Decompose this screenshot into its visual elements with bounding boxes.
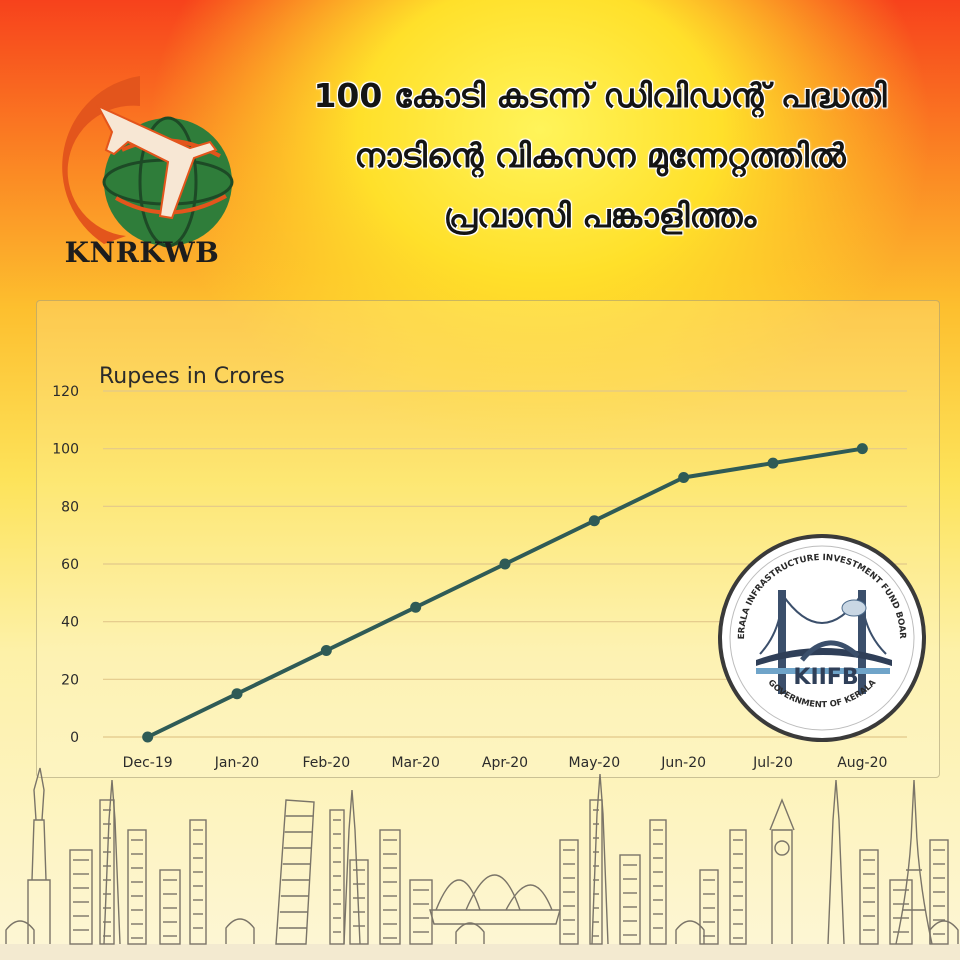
kiifb-name: KIIFB: [793, 665, 858, 690]
data-point-Mar-20: [410, 601, 422, 613]
data-point-Apr-20: [499, 558, 511, 570]
x-tick-label-Aug-20: Aug-20: [837, 755, 887, 771]
x-tick-label-Jan-20: Jan-20: [214, 755, 259, 771]
airplane-icon: [95, 103, 218, 220]
logo-text: KNRKWB: [64, 236, 220, 269]
data-point-Aug-20: [856, 443, 868, 455]
y-axis-label: Rupees in Crores: [99, 364, 285, 389]
knrkwb-logo: [62, 76, 234, 248]
skyline-buildings: [0, 767, 960, 960]
bridge-icon: [756, 590, 892, 694]
headline-line-1: 100 കോടി കടന്ന് ഡിവിഡന്റ് പദ്ധതി: [313, 76, 887, 115]
y-tick-label-0: 0: [70, 730, 79, 746]
x-tick-label-Jul-20: Jul-20: [752, 755, 793, 771]
x-tick-label-May-20: May-20: [569, 755, 621, 771]
logo-orange-arc: [62, 76, 140, 244]
data-point-Jun-20: [678, 472, 690, 483]
y-tick-label-100: 100: [52, 442, 79, 458]
headline-line-3: പ്രവാസി പങ്കാളിത്തം: [443, 196, 757, 235]
x-tick-label-Apr-20: Apr-20: [482, 755, 528, 771]
y-tick-label-40: 40: [61, 615, 79, 631]
x-tick-label-Jun-20: Jun-20: [660, 755, 706, 771]
kiifb-badge: KERALA INFRASTRUCTURE INVESTMENT FUND BO…: [716, 532, 926, 742]
data-point-May-20: [588, 515, 600, 527]
y-tick-label-20: 20: [61, 672, 79, 688]
y-tick-label-60: 60: [61, 557, 79, 573]
x-tick-label-Feb-20: Feb-20: [303, 755, 351, 771]
y-tick-label-80: 80: [61, 499, 79, 515]
x-tick-label-Dec-19: Dec-19: [123, 755, 173, 771]
x-tick-label-Mar-20: Mar-20: [391, 755, 439, 771]
data-point-Jul-20: [767, 457, 779, 469]
y-tick-label-120: 120: [52, 384, 79, 400]
data-point-Dec-19: [142, 731, 154, 743]
data-point-Feb-20: [320, 645, 332, 656]
skyline-illustration: [0, 767, 960, 960]
headline-line-2: നാടിന്റെ വികസന മുന്നേറ്റത്തിൽ: [354, 136, 846, 175]
data-point-Jan-20: [231, 688, 243, 700]
